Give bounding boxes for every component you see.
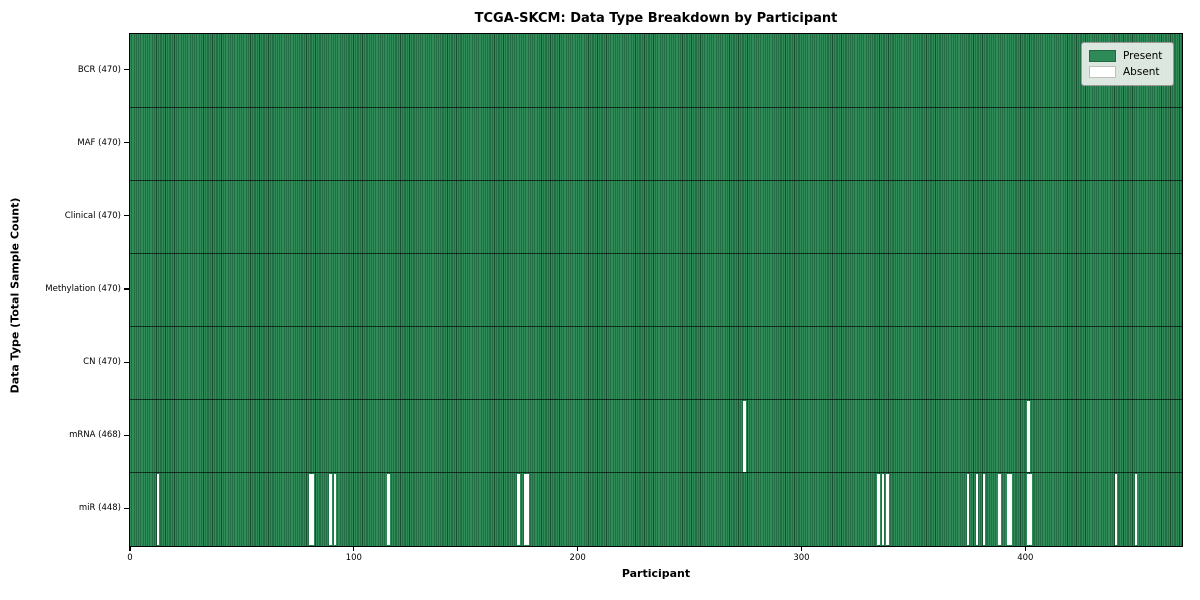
absent-cell-miR-440: [1114, 473, 1118, 546]
absent-cell-miR-374: [967, 473, 970, 546]
legend-label: Absent: [1123, 66, 1160, 78]
absent-cell-miR-381: [982, 473, 986, 546]
absent-cell-miR-393: [1009, 473, 1012, 546]
y-tick-label-Methylation: Methylation (470): [45, 284, 121, 294]
absent-cell-miR-173: [517, 473, 520, 546]
legend-entry-absent: Absent: [1089, 64, 1165, 80]
y-tick-mark: [124, 288, 130, 290]
y-tick-label-miR: miR (448): [78, 503, 121, 514]
y-tick-mark: [124, 215, 130, 217]
absent-cell-miR-392: [1007, 473, 1010, 546]
y-tick-label-MAF: MAF (470): [77, 137, 121, 148]
absent-cell-miR-81: [311, 473, 314, 546]
x-tick-label-100: 100: [345, 553, 362, 563]
y-tick-mark: [124, 507, 130, 510]
x-tick-mark: [129, 546, 131, 551]
absent-cell-miR-91: [333, 473, 337, 546]
x-tick-label-400: 400: [1017, 553, 1034, 563]
y-tick-mark: [124, 142, 130, 144]
absent-cell-miR-334: [877, 473, 880, 546]
absent-cell-miR-12: [156, 473, 160, 546]
x-tick-mark: [800, 546, 803, 551]
x-tick-mark: [1024, 546, 1026, 551]
chart-plot-area: Present Absent: [129, 33, 1183, 547]
absent-cell-miR-449: [1134, 473, 1138, 546]
legend-swatch-present: [1089, 50, 1116, 62]
absent-cell-miR-176: [523, 473, 527, 546]
row-divider: [130, 106, 1182, 108]
legend-entry-present: Present: [1089, 48, 1165, 64]
x-axis-label: Participant: [621, 567, 691, 580]
absent-cell-mRNA-274: [743, 400, 746, 473]
x-tick-label-0: 0: [127, 553, 133, 563]
y-tick-label-CN: CN (470): [83, 357, 121, 368]
y-tick-mark: [124, 361, 130, 363]
row-divider: [130, 179, 1182, 181]
absent-cell-miR-336: [881, 473, 885, 546]
absent-cell-mRNA-401: [1027, 400, 1030, 473]
y-tick-mark: [124, 68, 130, 71]
absent-cell-miR-89: [329, 473, 332, 546]
row-divider: [130, 252, 1182, 254]
x-tick-mark: [353, 546, 355, 551]
absent-cell-miR-388: [998, 473, 1001, 546]
legend-swatch-absent: [1089, 66, 1116, 78]
y-tick-label-BCR: BCR (470): [77, 64, 121, 75]
x-tick-label-300: 300: [793, 553, 810, 563]
absent-cell-miR-80: [308, 473, 312, 546]
x-tick-mark: [577, 546, 579, 551]
row-divider: [130, 326, 1182, 328]
absent-cell-miR-338: [886, 473, 889, 546]
y-tick-mark: [124, 434, 130, 436]
y-tick-label-mRNA: mRNA (468): [69, 430, 121, 441]
absent-cell-miR-115: [387, 473, 390, 546]
y-tick-label-Clinical: Clinical (470): [64, 210, 121, 221]
chart-title: TCGA-SKCM: Data Type Breakdown by Partic…: [474, 11, 838, 26]
absent-cell-miR-401: [1027, 473, 1030, 546]
absent-cell-miR-177: [526, 473, 529, 546]
row-divider: [130, 399, 1182, 401]
legend-label: Present: [1123, 50, 1163, 62]
x-tick-label-200: 200: [569, 553, 586, 563]
absent-cell-miR-402: [1029, 473, 1033, 546]
legend: Present Absent: [1081, 42, 1174, 86]
absent-cell-miR-378: [975, 473, 979, 546]
y-axis-label: Data Type (Total Sample Count): [8, 197, 22, 394]
row-divider: [130, 472, 1182, 474]
